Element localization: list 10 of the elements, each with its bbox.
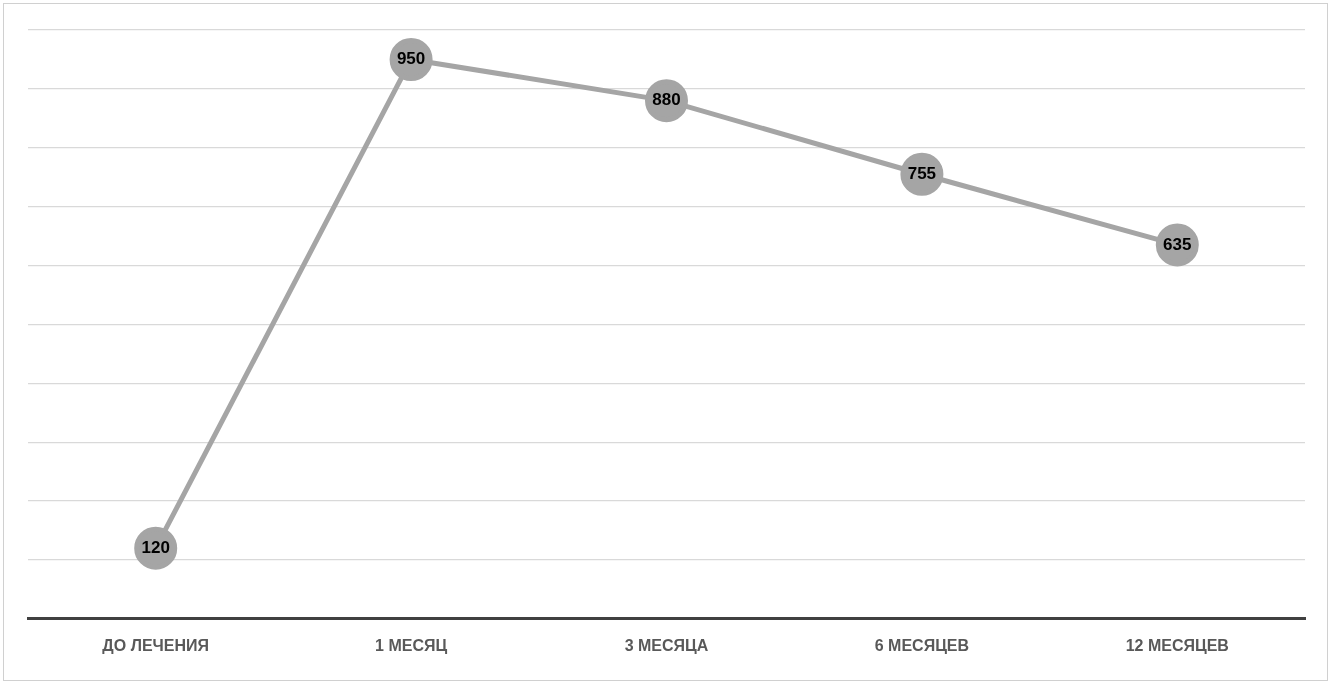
x-tick-label: ДО ЛЕЧЕНИЯ (102, 636, 210, 654)
x-tick-label: 12 МЕСЯЦЕВ (1125, 636, 1229, 654)
data-label: 635 (1163, 234, 1192, 254)
x-tick-label: 3 МЕСЯЦА (624, 636, 709, 654)
x-tick-label: 1 МЕСЯЦ (375, 636, 448, 654)
data-label: 120 (141, 537, 170, 557)
data-label: 880 (652, 90, 681, 110)
data-label: 755 (907, 163, 937, 183)
x-tick-label: 6 МЕСЯЦЕВ (874, 636, 970, 654)
data-label: 950 (396, 49, 426, 69)
